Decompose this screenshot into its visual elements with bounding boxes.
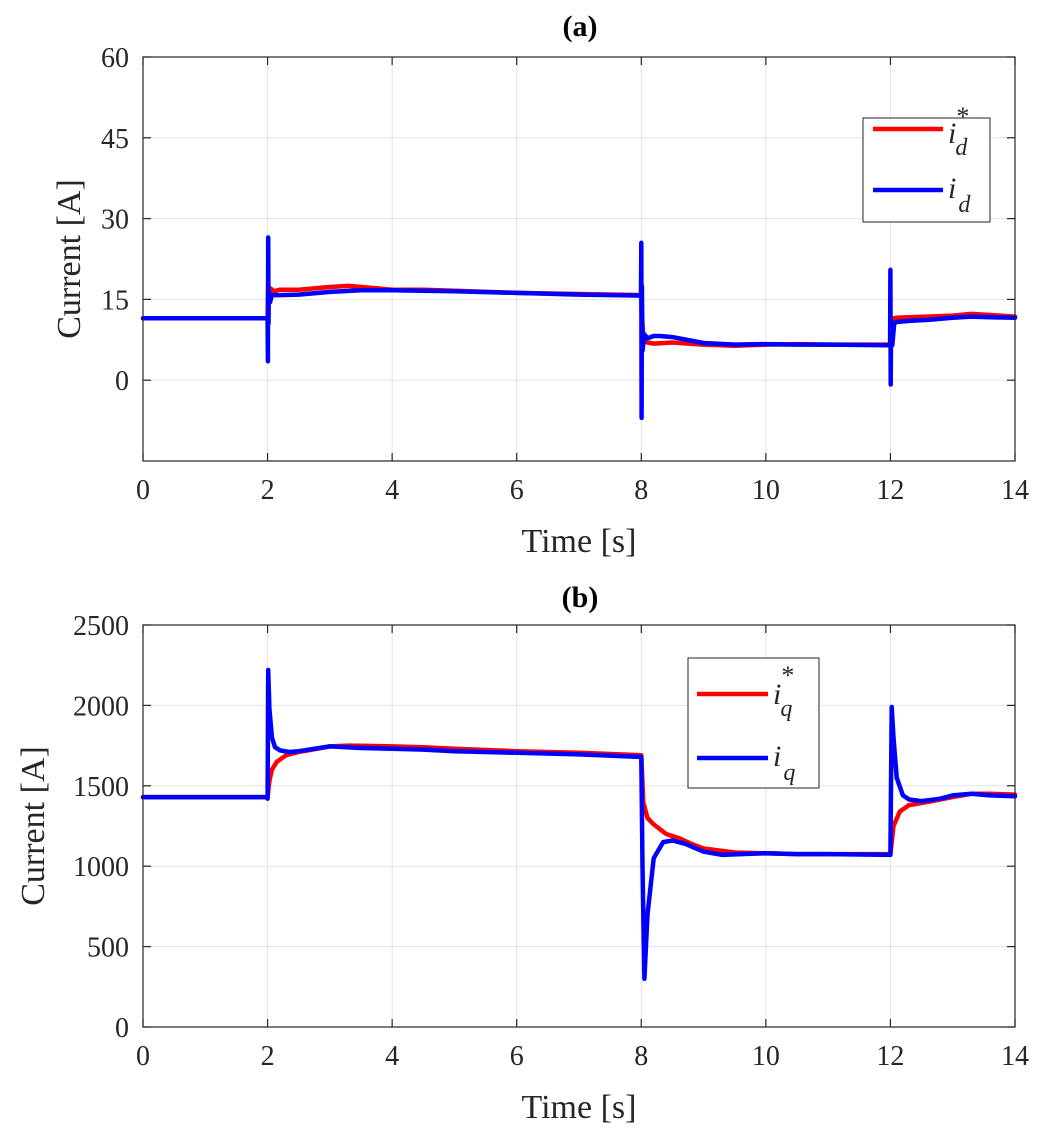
- panel-b-lines: [140, 667, 1018, 982]
- panel-b-xtick-label-3: 6: [510, 1041, 524, 1072]
- panel-b-ylabel: Current [A]: [15, 746, 52, 906]
- panel-b-legend-box: [687, 657, 820, 789]
- panel-b-xtick-label-7: 14: [1001, 1041, 1029, 1072]
- panel-a-ytick-label-0: 0: [115, 366, 129, 397]
- panel-a-series-measured-line: [140, 235, 1018, 421]
- panel-a-lines: [140, 235, 1018, 421]
- panel-a-axes-box: [142, 56, 1016, 462]
- panel-a-title: (a): [563, 10, 598, 43]
- panel-b-ytick-label-2: 1000: [73, 852, 129, 883]
- panel-a-xtick-label-3: 6: [510, 475, 524, 506]
- panel-a-xtick-label-7: 14: [1001, 475, 1029, 506]
- panel-a-legend: i* d id: [862, 102, 991, 223]
- panel-b-ytick-label-3: 1500: [73, 772, 129, 803]
- panel-a-ticks: 0 2 4 6 8 10 12 14 0 15 30 45 60: [101, 43, 1029, 506]
- panel-b-ytick-label-5: 2500: [73, 611, 129, 642]
- panel-b-xtick-label-6: 12: [876, 1041, 904, 1072]
- panel-a-xtick-label-2: 4: [385, 475, 399, 506]
- panel-b-xtick-label-1: 2: [261, 1041, 275, 1072]
- panel-b-legend-label-0: i* q: [773, 661, 794, 722]
- panel-a-xtick-label-5: 10: [752, 475, 780, 506]
- panel-a-legend-box: [862, 117, 991, 223]
- panel-b-xtick-label-4: 8: [634, 1041, 648, 1072]
- panel-b-series-measured-line: [140, 667, 1018, 982]
- panel-a-xtick-label-4: 8: [634, 475, 648, 506]
- panel-b-ytick-label-0: 0: [115, 1013, 129, 1044]
- panel-a-legend-label-1: id: [948, 172, 971, 218]
- panel-b-xtick-label-0: 0: [136, 1041, 150, 1072]
- panel-a-ytick-label-2: 30: [101, 205, 129, 236]
- panel-b-grid: [142, 624, 1016, 1028]
- panel-a-legend-label-0: i* d: [948, 102, 969, 161]
- panel-a-ytick-label-3: 45: [101, 124, 129, 155]
- panel-b-ytick-label-1: 500: [87, 933, 129, 964]
- panel-b-xtick-label-5: 10: [752, 1041, 780, 1072]
- panel-b-legend-label-1: iq: [773, 740, 795, 786]
- panel-b-xlabel: Time [s]: [522, 1089, 637, 1126]
- panel-b-axes-box: [142, 624, 1016, 1028]
- panel-b-legend: i* q iq: [687, 657, 820, 789]
- panel-a-ytick-label-1: 15: [101, 285, 129, 316]
- panel-b-xtick-label-2: 4: [385, 1041, 399, 1072]
- panel-a-xtick-label-6: 12: [876, 475, 904, 506]
- panel-b-title: (b): [562, 581, 599, 614]
- panel-a-xtick-label-0: 0: [136, 475, 150, 506]
- panel-b-ytick-label-4: 2000: [73, 691, 129, 722]
- panel-b-ticks: 0 2 4 6 8 10 12 14 0 500 1000 1500 2000 2500: [73, 611, 1029, 1072]
- panel-a: (a) 0 2 4 6 8 10 12 14 0 15 30 45 60 Time [s] Curren…: [51, 10, 1029, 560]
- panel-b-series-reference-line: [140, 743, 1018, 857]
- panel-a-ylabel: Current [A]: [51, 179, 88, 339]
- panel-a-xtick-label-1: 2: [261, 475, 275, 506]
- panel-a-ytick-label-4: 60: [101, 43, 129, 74]
- panel-b: (b) 0 2 4 6 8 10 12 14 0 500 1000 1500 2000 2500 Time…: [15, 581, 1029, 1126]
- panel-a-xlabel: Time [s]: [522, 523, 637, 560]
